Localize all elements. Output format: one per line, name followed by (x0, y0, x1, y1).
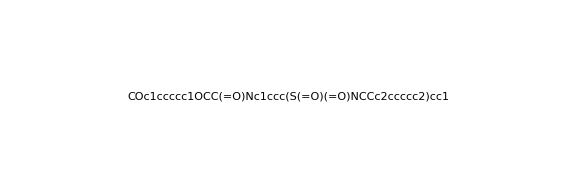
Text: COc1ccccc1OCC(=O)Nc1ccc(S(=O)(=O)NCCc2ccccc2)cc1: COc1ccccc1OCC(=O)Nc1ccc(S(=O)(=O)NCCc2cc… (127, 92, 449, 102)
